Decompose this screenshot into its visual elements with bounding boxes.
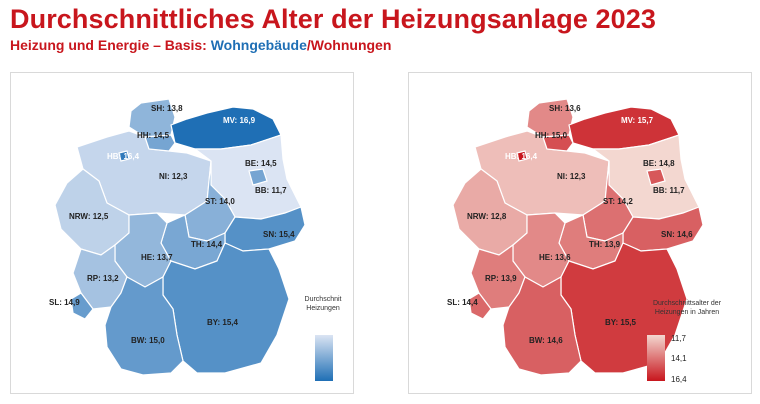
subtitle-basis-red: /Wohnungen <box>306 37 392 53</box>
region-sl-blue <box>70 292 94 320</box>
region-label-sh-blue: SH: 13,8 <box>151 104 183 113</box>
region-mv-red <box>568 106 680 150</box>
region-label-mv-red: MV: 15,7 <box>621 116 654 125</box>
legend-title-blue-line2: Heizungen <box>306 305 340 312</box>
legend-title-blue-line1: Durchschnit <box>304 296 342 303</box>
region-label-by-blue: BY: 15,4 <box>207 318 239 327</box>
legend-title-red: Durchschnittsalter der Heizungen in Jahr… <box>632 299 742 317</box>
subtitle-basis-blue: Wohngebäude <box>210 37 307 53</box>
region-hh-blue <box>144 134 176 152</box>
region-label-th-blue: TH: 14,4 <box>191 240 223 249</box>
region-label-bb-blue: BB: 11,7 <box>255 186 287 195</box>
region-label-th-red: TH: 13,9 <box>589 240 621 249</box>
region-hb-blue <box>118 150 130 162</box>
region-be-red <box>646 168 666 186</box>
map-panel-wohngebaeude: SH: 13,8 MV: 16,9 HH: 14,5 HB: 16,4 BE: 14,5… <box>10 72 354 394</box>
region-bw-red <box>502 275 582 376</box>
region-label-bw-blue: BW: 15,0 <box>131 336 165 345</box>
region-hb-red <box>516 150 528 162</box>
region-label-hb-red: HB: 16,4 <box>505 152 538 161</box>
region-label-by-red: BY: 15,5 <box>605 318 637 327</box>
region-label-st-red: ST: 14,2 <box>603 197 633 206</box>
region-label-sh-red: SH: 13,6 <box>549 104 581 113</box>
region-label-bb-red: BB: 11,7 <box>653 186 685 195</box>
region-label-mv-blue: MV: 16,9 <box>223 116 256 125</box>
region-label-sn-red: SN: 14,6 <box>661 230 693 239</box>
region-label-st-blue: ST: 14,0 <box>205 197 235 206</box>
region-label-be-blue: BE: 14,5 <box>245 159 277 168</box>
region-label-nrw-blue: NRW: 12,5 <box>69 212 109 221</box>
legend-title-red-line1: Durchschnittsalter der <box>652 300 722 307</box>
legend-tick-max: 16,4 <box>671 375 687 384</box>
region-label-ni-blue: NI: 12,3 <box>159 172 188 181</box>
germany-map-red: SH: 13,6 MV: 15,7 HH: 15,0 HB: 16,4 BE: 14,8… <box>447 98 704 376</box>
legend-colorbar-red <box>647 335 665 381</box>
map-panel-wohnungen: SH: 13,6 MV: 15,7 HH: 15,0 HB: 16,4 BE: 14,8… <box>408 72 752 394</box>
region-label-hh-blue: HH: 14,5 <box>137 131 170 140</box>
page-subtitle: Heizung und Energie – Basis: Wohngebäude… <box>10 37 391 53</box>
region-sl-red <box>468 292 492 320</box>
region-label-be-red: BE: 14,8 <box>643 159 675 168</box>
legend-tick-mid: 14,1 <box>671 354 687 363</box>
region-label-sl-blue: SL: 14,9 <box>49 298 80 307</box>
germany-map-blue: SH: 13,8 MV: 16,9 HH: 14,5 HB: 16,4 BE: 14,5… <box>49 98 306 376</box>
region-label-ni-red: NI: 12,3 <box>557 172 586 181</box>
region-label-he-red: HE: 13,6 <box>539 253 571 262</box>
region-bw-blue <box>104 275 184 376</box>
region-label-hh-red: HH: 15,0 <box>535 131 568 140</box>
region-label-rp-red: RP: 13,9 <box>485 274 517 283</box>
region-label-nrw-red: NRW: 12,8 <box>467 212 507 221</box>
region-label-sn-blue: SN: 15,4 <box>263 230 295 239</box>
region-hh-red <box>542 134 574 152</box>
legend-colorbar-blue <box>315 335 333 381</box>
page-title: Durchschnittliches Alter der Heizungsanl… <box>10 4 656 34</box>
legend-title-red-line2: Heizungen in Jahren <box>654 309 720 316</box>
region-label-sl-red: SL: 14,4 <box>447 298 478 307</box>
region-label-hb-blue: HB: 16,4 <box>107 152 140 161</box>
region-label-rp-blue: RP: 13,2 <box>87 274 119 283</box>
legend-title-blue: Durchschnit Heizungen <box>293 295 353 313</box>
legend-tick-min: 11,7 <box>671 334 686 343</box>
region-label-bw-red: BW: 14,6 <box>529 336 563 345</box>
region-mv-blue <box>170 106 282 150</box>
subtitle-prefix: Heizung und Energie – Basis: <box>10 37 211 53</box>
region-label-he-blue: HE: 13,7 <box>141 253 173 262</box>
region-be-blue <box>248 168 268 186</box>
